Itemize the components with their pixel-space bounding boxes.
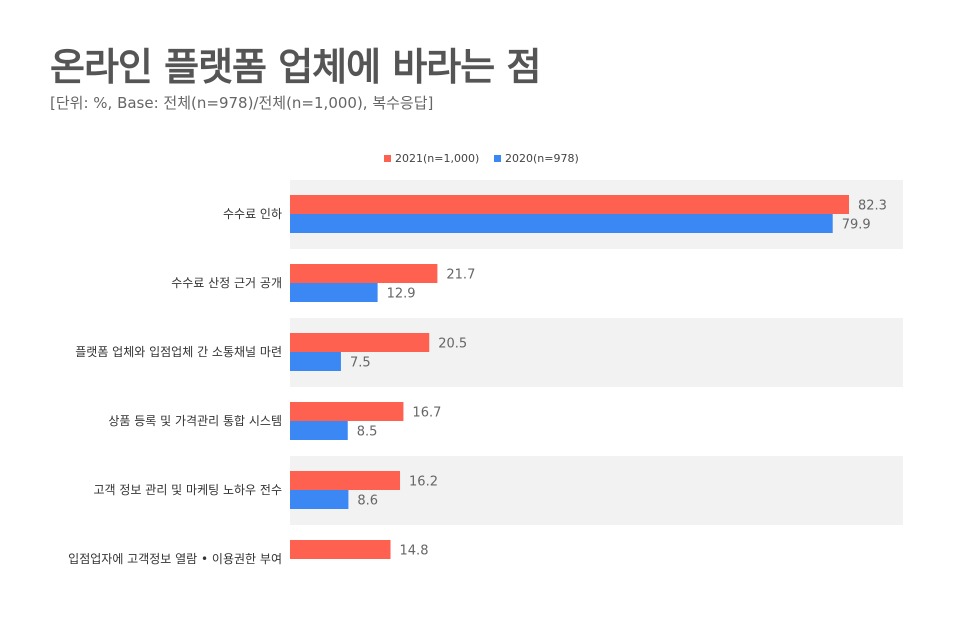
legend: 2021(n=1,000) 2020(n=978) (384, 152, 579, 165)
legend-swatch (384, 155, 391, 162)
data-label: 82.3 (858, 199, 887, 214)
data-label: 20.5 (438, 337, 467, 352)
row-band (290, 456, 903, 525)
bar-2021 (290, 540, 391, 559)
data-label: 16.2 (409, 475, 438, 490)
bar-2021 (290, 195, 849, 214)
data-label: 79.9 (842, 218, 871, 233)
bar-2020 (290, 421, 348, 440)
legend-label: 2021(n=1,000) (395, 152, 479, 165)
legend-label: 2020(n=978) (505, 152, 579, 165)
category-label: 입점업자에 고객정보 열람 • 이용권한 부여 (68, 552, 282, 566)
bar-2020 (290, 283, 378, 302)
bar-2021 (290, 333, 430, 352)
data-label: 16.7 (412, 406, 441, 421)
legend-swatch (494, 155, 501, 162)
data-label: 8.5 (357, 425, 378, 440)
bar-2021 (290, 471, 401, 490)
bar-2021 (290, 264, 438, 283)
value-labels: 82.3 79.9 21.7 12.9 20.5 7.5 16.7 8.5 16.2 8.6 14.… (350, 199, 887, 559)
bar-2020 (290, 214, 833, 233)
data-label: 7.5 (350, 356, 371, 371)
category-label: 고객 정보 관리 및 마케팅 노하우 전수 (94, 483, 283, 497)
chart-subtitle: [단위: %, Base: 전체(n=978)/전체(n=1,000), 복수응… (50, 94, 434, 112)
chart-title: 온라인 플랫폼 업체에 바라는 점 (50, 45, 541, 89)
bar-2020 (290, 352, 341, 371)
data-label: 8.6 (357, 494, 378, 509)
category-label: 상품 등록 및 가격관리 통합 시스템 (108, 414, 282, 428)
data-label: 21.7 (446, 268, 475, 283)
bars (290, 195, 849, 559)
category-label: 수수료 인하 (223, 207, 282, 221)
category-label: 수수료 산정 근거 공개 (171, 276, 282, 290)
data-label: 12.9 (387, 287, 416, 302)
bar-2020 (290, 490, 349, 509)
row-band (290, 318, 903, 387)
category-label: 플랫폼 업체와 입점업체 간 소통채널 마련 (75, 345, 282, 359)
data-label: 14.8 (400, 544, 429, 559)
bar-2021 (290, 402, 404, 421)
